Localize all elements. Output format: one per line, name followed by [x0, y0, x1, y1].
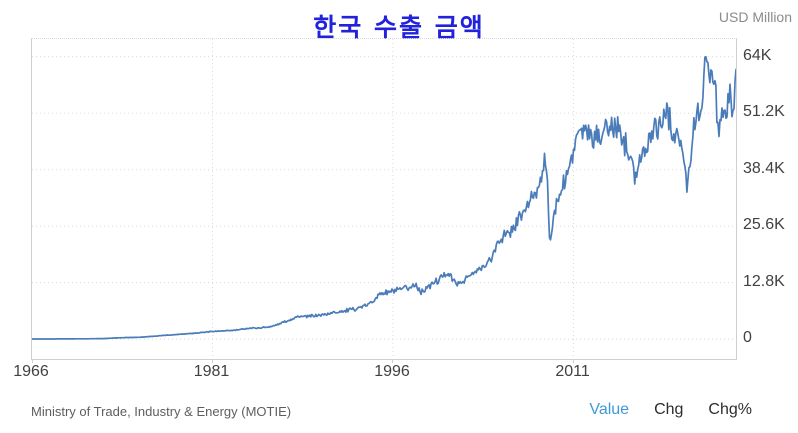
y-tick-label: 38.4K: [743, 159, 785, 177]
chg-link[interactable]: Chg: [654, 401, 684, 418]
value-link[interactable]: Value: [589, 401, 630, 418]
x-tick-mark: [211, 359, 213, 363]
plot-area[interactable]: [31, 38, 737, 360]
x-tick-label: 1966: [13, 363, 49, 380]
line-chart-canvas[interactable]: [32, 39, 736, 359]
chart-title: 한국 수출 금액: [313, 13, 485, 42]
chgpct-link[interactable]: Chg%: [708, 401, 752, 418]
x-tick-mark: [31, 359, 33, 363]
exports-line-series[interactable]: [32, 55, 736, 340]
x-tick-label: 1996: [374, 363, 410, 380]
x-tick-mark: [572, 359, 574, 363]
chart-mode-links: Value Chg Chg%: [589, 401, 752, 419]
x-tick-label: 2011: [555, 363, 590, 380]
y-tick-label: 0: [743, 329, 752, 347]
y-axis-unit-label: USD Million: [718, 9, 792, 25]
y-tick-label: 64K: [743, 46, 772, 64]
x-tick-label: 1981: [193, 363, 230, 380]
source-attribution: Ministry of Trade, Industry & Energy (MO…: [31, 404, 292, 419]
y-tick-label: 51.2K: [743, 103, 785, 121]
x-tick-mark: [392, 359, 394, 363]
y-tick-label: 12.8K: [743, 272, 785, 290]
y-tick-label: 25.6K: [743, 216, 785, 234]
